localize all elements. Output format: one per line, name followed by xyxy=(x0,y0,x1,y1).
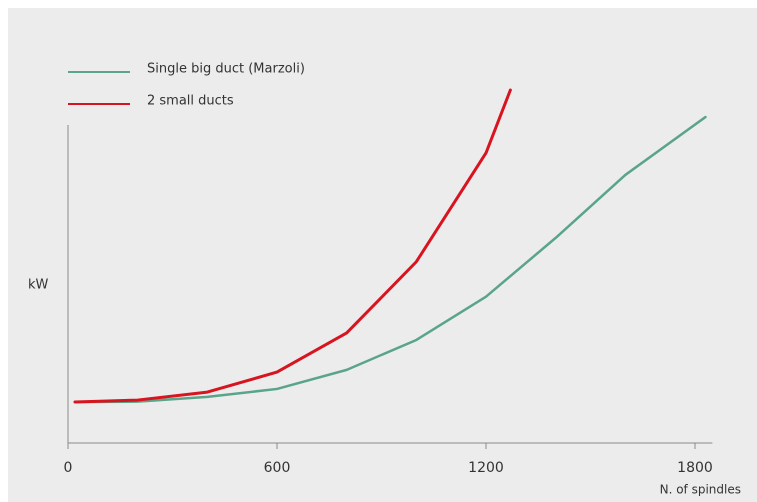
line-series xyxy=(73,88,512,404)
line-series xyxy=(73,115,707,404)
x-tick-label: 0 xyxy=(64,460,73,476)
legend-label: 2 small ducts xyxy=(147,94,234,109)
x-tick-label: 1200 xyxy=(468,460,504,476)
y-axis-label: kW xyxy=(28,278,49,293)
x-tick-label: 600 xyxy=(264,460,291,476)
legend-label: Single big duct (Marzoli) xyxy=(147,62,305,77)
x-axis-label: N. of spindles xyxy=(660,483,741,497)
x-tick-label: 1800 xyxy=(677,460,713,476)
plot-background xyxy=(8,8,757,502)
